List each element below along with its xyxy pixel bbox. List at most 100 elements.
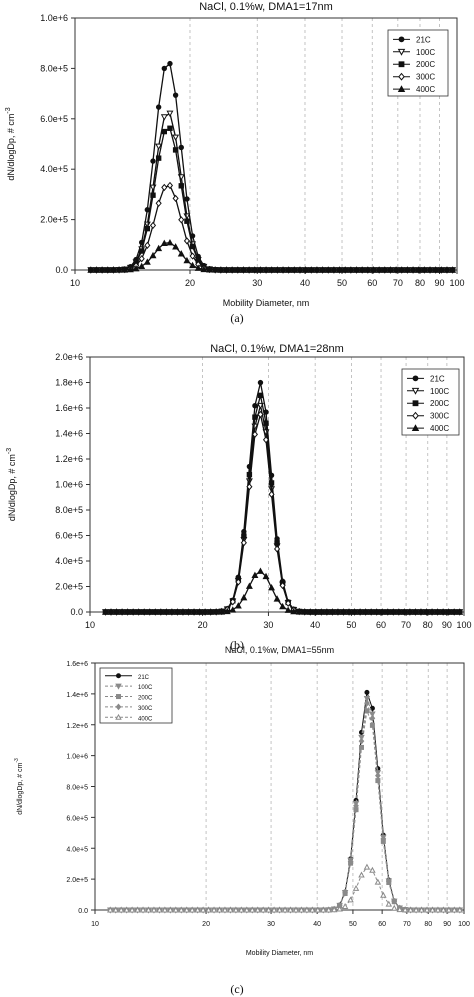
data-point xyxy=(139,906,147,913)
data-point xyxy=(380,891,387,898)
y-tick-label: 4.0e+5 xyxy=(40,164,68,174)
data-point xyxy=(134,906,141,913)
data-point xyxy=(211,266,219,273)
data-point xyxy=(384,608,392,615)
data-point xyxy=(138,248,145,254)
x-tick-label: 10 xyxy=(85,620,95,630)
data-point xyxy=(450,608,458,615)
x-tick-label: 70 xyxy=(401,620,411,630)
data-point xyxy=(347,858,354,865)
legend-label: 100C xyxy=(138,685,153,691)
series-line xyxy=(90,127,453,271)
data-point xyxy=(369,714,376,722)
chart-panel-1: NaCl, 0.1%w, DMA1=17nm 0.0 2.0e+5 4.0e+5 6.0… xyxy=(5,1,465,325)
series-300C xyxy=(102,410,463,616)
data-point xyxy=(309,906,316,913)
x-tick-label: 90 xyxy=(442,620,452,630)
data-point xyxy=(249,906,256,913)
data-point xyxy=(201,608,209,615)
data-point xyxy=(362,608,370,615)
data-point xyxy=(128,906,136,913)
data-point xyxy=(428,608,436,615)
x-axis-label: Mobility Diameter, nm xyxy=(246,950,313,957)
data-point xyxy=(155,244,163,252)
data-point xyxy=(358,737,365,745)
data-point xyxy=(190,608,198,615)
data-point xyxy=(374,878,382,885)
data-point xyxy=(273,266,281,273)
y-tick-label: 4.0e+5 xyxy=(55,556,83,566)
legend-label: 300C xyxy=(430,412,449,421)
data-point xyxy=(200,265,208,273)
chart-panel-3: NaCl, 0.1%w, DMA1=55nm 0.0 2.0e+5 4.0e+5 6.0… xyxy=(14,645,470,996)
data-point xyxy=(257,392,264,399)
data-point xyxy=(256,567,264,574)
data-point xyxy=(364,699,370,707)
data-point xyxy=(162,608,170,615)
legend-label: 21C xyxy=(138,675,150,681)
data-point xyxy=(161,65,168,72)
y-tick-label: 1.0e+6 xyxy=(66,754,88,761)
data-point xyxy=(295,608,303,615)
series-200C xyxy=(88,125,456,273)
data-point xyxy=(167,60,173,67)
data-point xyxy=(212,608,220,615)
data-point xyxy=(296,266,304,273)
data-point xyxy=(298,906,305,913)
data-point xyxy=(218,608,226,615)
legend-marker xyxy=(412,400,419,407)
data-point xyxy=(279,266,287,273)
legend-label: 200C xyxy=(138,696,153,702)
data-point xyxy=(239,266,247,273)
series-100C xyxy=(107,695,464,914)
y-tick-label: 4.0e+5 xyxy=(66,846,88,853)
data-point xyxy=(254,906,261,913)
data-point xyxy=(183,906,190,913)
data-point xyxy=(98,266,106,273)
series-200C xyxy=(107,708,463,913)
data-point xyxy=(268,266,276,273)
x-tick-label: 100 xyxy=(458,921,470,928)
data-point xyxy=(135,608,143,615)
data-point xyxy=(257,379,264,386)
data-point xyxy=(183,256,191,264)
y-tick-label: 6.0e+5 xyxy=(40,114,68,124)
data-point xyxy=(177,250,185,257)
data-point xyxy=(341,266,349,273)
data-point xyxy=(268,480,275,486)
data-point xyxy=(367,608,375,615)
data-point xyxy=(227,906,234,913)
y-tick-label: 1.8e+6 xyxy=(55,378,83,388)
data-point xyxy=(353,266,361,273)
data-point xyxy=(287,906,294,913)
data-point xyxy=(268,584,276,591)
data-point xyxy=(375,266,383,273)
legend-marker xyxy=(411,424,420,432)
data-point xyxy=(342,889,348,897)
data-point xyxy=(172,92,179,98)
data-point xyxy=(445,906,453,913)
x-tick-label: 70 xyxy=(393,278,403,288)
x-tick-label: 100 xyxy=(456,620,471,630)
data-point xyxy=(363,695,371,702)
chart-title: NaCl, 0.1%w, DMA1=28nm xyxy=(210,343,344,355)
panel-caption: (a) xyxy=(230,311,243,325)
y-tick-label: 2.0e+5 xyxy=(40,215,68,225)
data-point xyxy=(189,261,197,269)
data-point xyxy=(306,608,314,615)
data-point xyxy=(179,608,187,615)
data-point xyxy=(273,595,281,602)
data-point xyxy=(167,125,173,131)
data-point xyxy=(369,722,375,728)
data-point xyxy=(138,262,146,270)
data-point xyxy=(426,266,434,273)
data-point xyxy=(172,243,180,250)
y-tick-label: 2.0e+5 xyxy=(55,582,83,592)
legend-marker xyxy=(412,375,419,382)
data-point xyxy=(418,906,425,913)
y-axis-label: dN/dlogDp, # cm-3 xyxy=(14,758,24,815)
x-tick-label: 90 xyxy=(443,921,451,928)
data-point xyxy=(149,251,157,259)
x-tick-label: 40 xyxy=(300,278,310,288)
x-tick-label: 10 xyxy=(91,921,99,928)
